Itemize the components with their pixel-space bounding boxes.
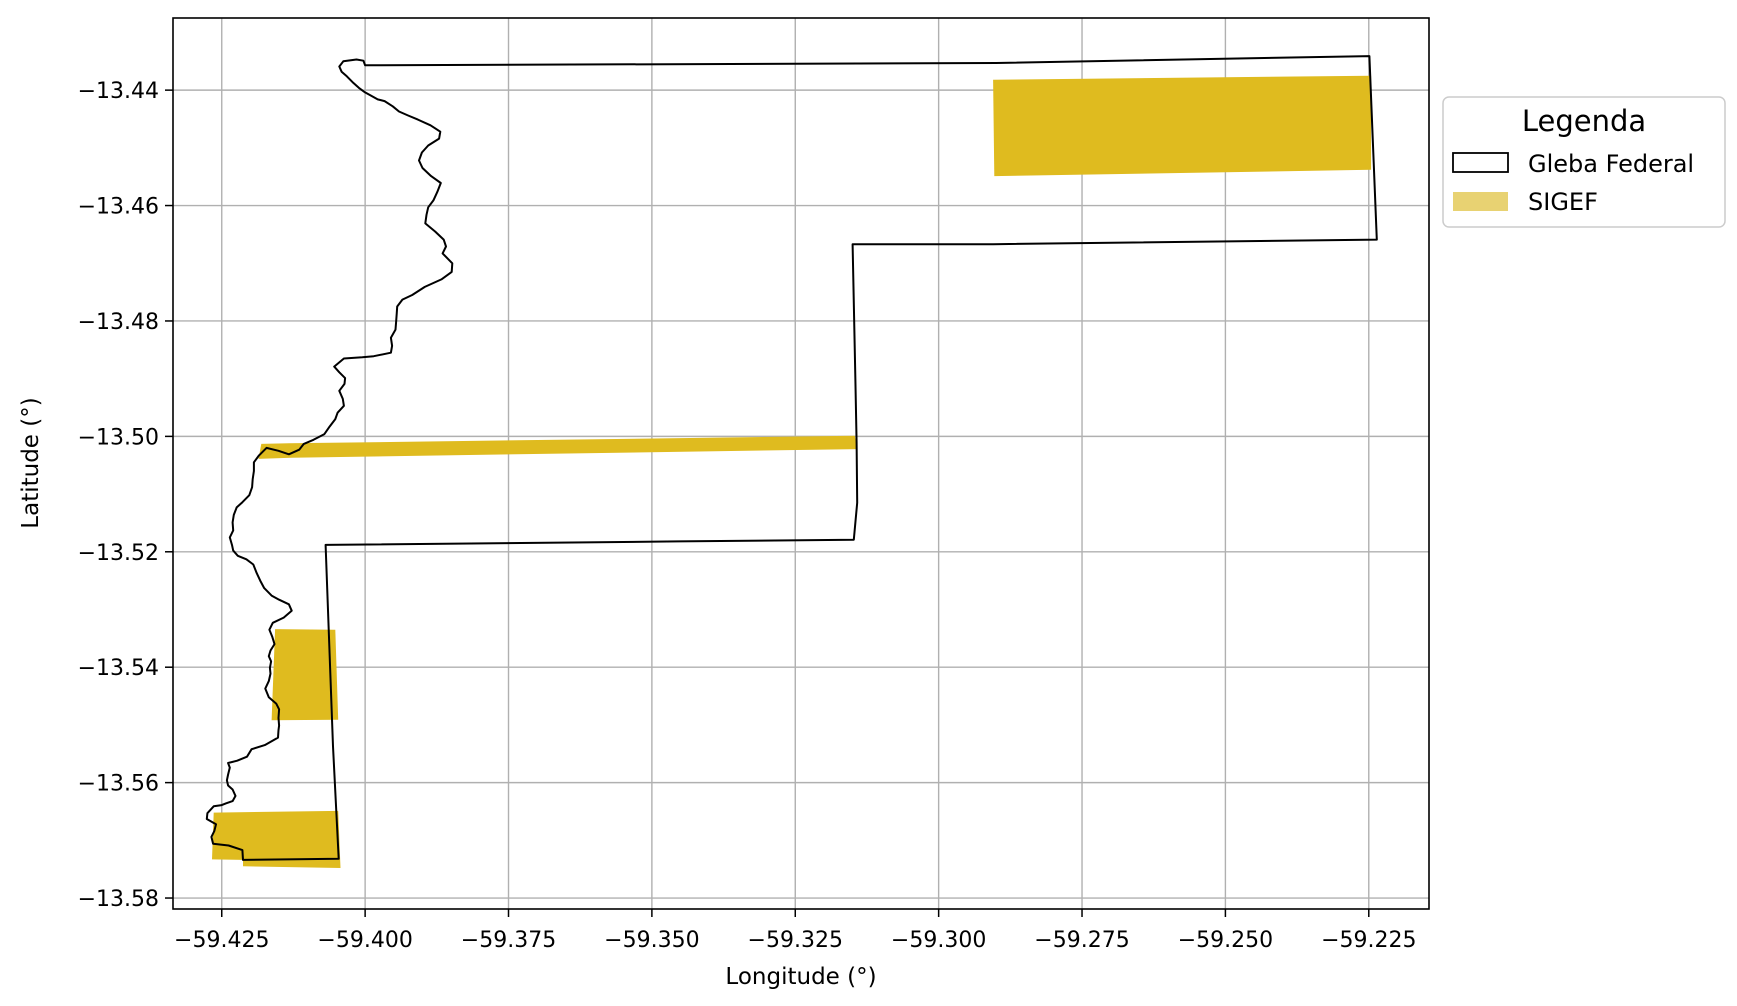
y-tick-label: −13.44 — [78, 79, 159, 104]
legend-box — [1442, 96, 1726, 228]
sigef-polygon — [258, 435, 858, 459]
x-tick-label: −59.225 — [1321, 928, 1416, 953]
sigef-polygon — [212, 810, 341, 868]
x-tick-label: −59.400 — [317, 928, 412, 953]
legend-title: Legenda — [1522, 104, 1646, 138]
legend-label-gleba: Gleba Federal — [1528, 150, 1694, 178]
x-tick-label: −59.325 — [748, 928, 843, 953]
x-tick-label: −59.275 — [1034, 928, 1129, 953]
x-axis-label: Longitude (°) — [725, 964, 876, 990]
x-tick-label: −59.250 — [1178, 928, 1273, 953]
y-axis-label: Latitude (°) — [18, 397, 44, 528]
x-tick-label: −59.375 — [461, 928, 556, 953]
y-tick-label: −13.58 — [78, 887, 159, 912]
sigef-polygon — [271, 629, 339, 721]
y-tick-label: −13.52 — [78, 541, 159, 566]
legend: Legenda Gleba Federal SIGEF — [1442, 96, 1726, 228]
axis-ticks: −59.425 −59.400 −59.375 −59.350 −59.325 −59.3… — [78, 79, 1417, 953]
gleba-federal-outline — [205, 55, 1378, 861]
x-tick-label: −59.425 — [174, 928, 269, 953]
plot-frame — [172, 17, 1430, 910]
y-tick-label: −13.48 — [78, 310, 159, 335]
y-tick-label: −13.46 — [78, 195, 159, 220]
legend-swatch-sigef — [1453, 192, 1508, 211]
x-tick-label: −59.350 — [604, 928, 699, 953]
legend-label-sigef: SIGEF — [1528, 188, 1598, 216]
y-tick-label: −13.50 — [78, 425, 159, 450]
sigef-polygon — [993, 75, 1372, 177]
y-tick-label: −13.56 — [78, 772, 159, 797]
legend-swatch-gleba — [1452, 152, 1509, 173]
y-tick-label: −13.54 — [78, 656, 159, 681]
x-tick-label: −59.300 — [891, 928, 986, 953]
map-layers — [205, 55, 1378, 868]
